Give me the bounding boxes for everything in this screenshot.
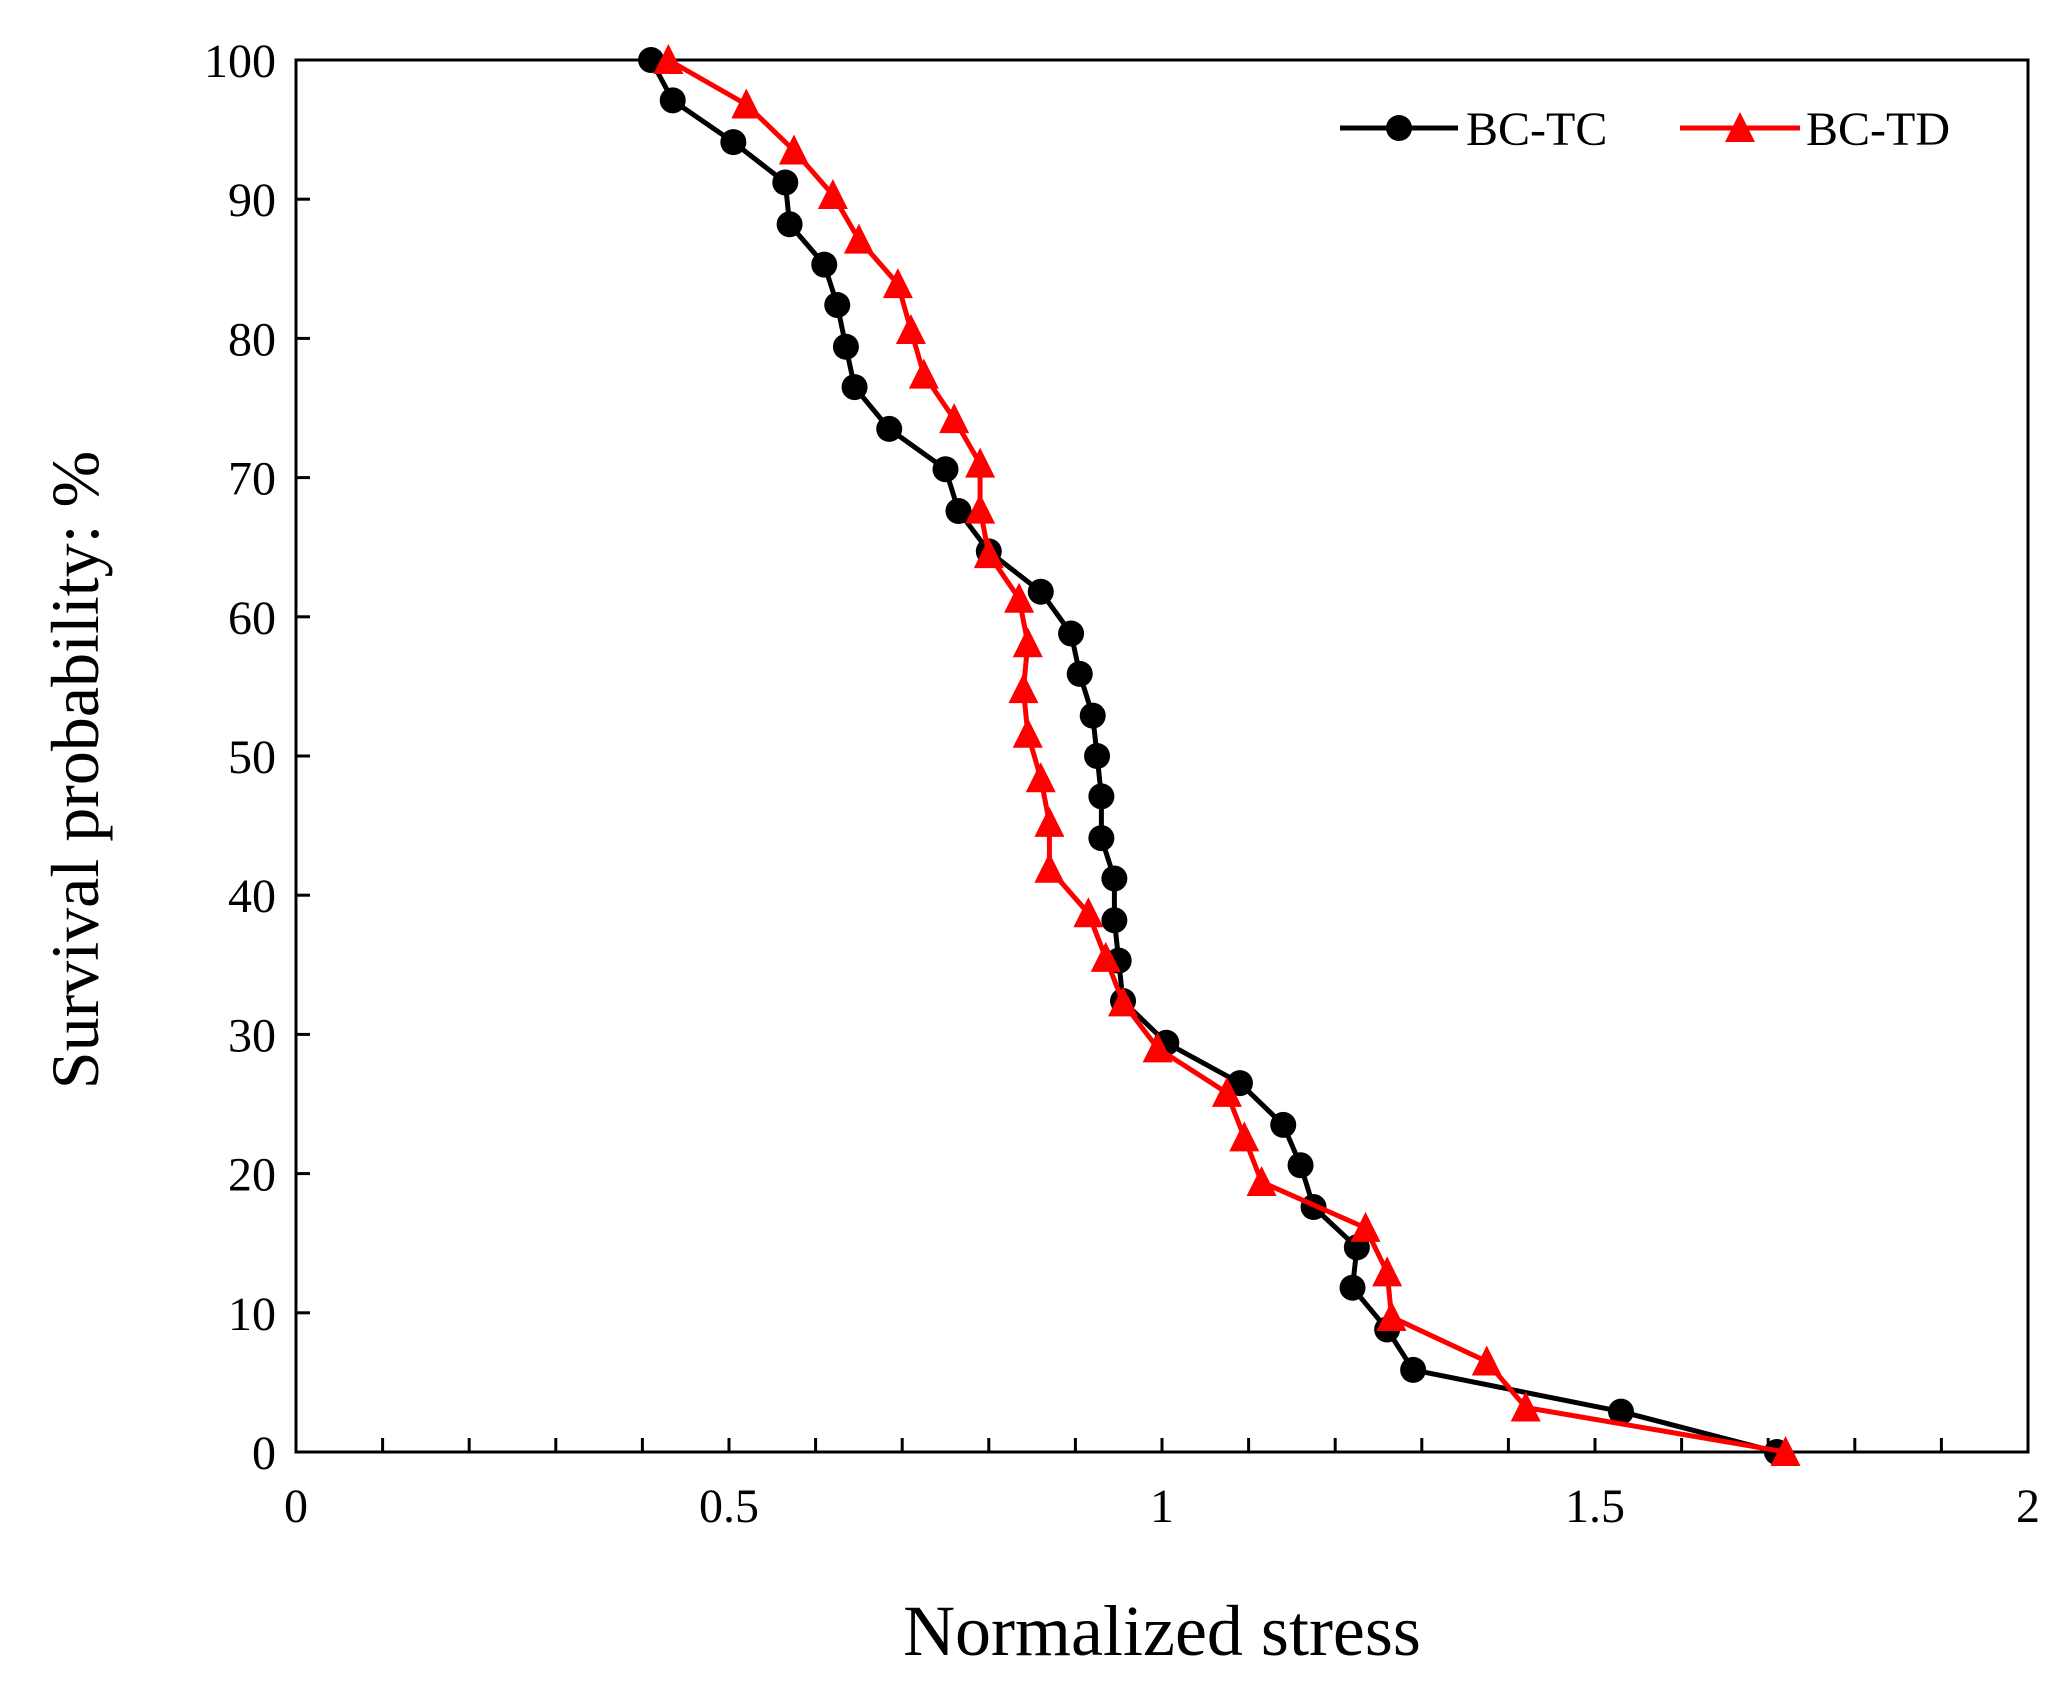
- data-point: [1376, 1300, 1407, 1331]
- x-tick-label: 0: [284, 1480, 308, 1533]
- y-tick-label: 90: [228, 174, 276, 227]
- legend-item-bc-td: BC-TD: [1680, 103, 1950, 156]
- data-point: [1034, 806, 1065, 837]
- data-point: [1004, 582, 1035, 613]
- data-point: [1229, 1121, 1260, 1152]
- data-point: [1108, 986, 1139, 1017]
- y-tick-label: 50: [228, 731, 276, 784]
- data-point: [973, 538, 1004, 569]
- x-tick-label: 1.5: [1565, 1480, 1625, 1533]
- data-point: [1770, 1436, 1801, 1466]
- series-layer: [638, 44, 1801, 1466]
- data-point: [772, 169, 799, 196]
- data-point: [1211, 1076, 1242, 1107]
- data-point: [731, 88, 762, 119]
- data-point: [895, 314, 926, 345]
- data-point: [1008, 673, 1039, 704]
- data-point: [1084, 743, 1111, 769]
- y-tick-label: 60: [228, 592, 276, 645]
- x-tick-label: 2: [2016, 1480, 2040, 1533]
- data-point: [841, 374, 868, 401]
- y-tick-label: 30: [228, 1009, 276, 1062]
- data-point: [1471, 1345, 1502, 1376]
- y-tick-label: 100: [204, 35, 276, 88]
- data-point: [1012, 627, 1043, 658]
- y-tick-label: 80: [228, 313, 276, 366]
- y-tick-label: 0: [252, 1427, 276, 1480]
- data-point: [1510, 1391, 1541, 1422]
- data-point: [945, 498, 972, 525]
- x-axis-title: Normalized stress: [903, 1591, 1421, 1671]
- data-point: [1012, 717, 1043, 748]
- y-axis-title: Survival probability: %: [37, 451, 113, 1089]
- data-point: [832, 333, 859, 360]
- data-point: [811, 251, 838, 278]
- data-point: [653, 44, 684, 74]
- data-point: [817, 179, 848, 210]
- data-point: [965, 493, 996, 524]
- data-point: [659, 87, 686, 114]
- data-point: [882, 268, 913, 299]
- legend-label: BC-TD: [1806, 103, 1950, 156]
- legend-item-bc-tc: BC-TC: [1340, 103, 1607, 156]
- data-point: [1372, 1256, 1403, 1287]
- data-point: [1400, 1356, 1427, 1383]
- legend: BC-TC BC-TD: [1340, 103, 1950, 156]
- y-tick-label: 70: [228, 453, 276, 506]
- data-point: [720, 129, 747, 156]
- x-tick-label: 0.5: [699, 1480, 759, 1533]
- data-point: [1270, 1111, 1297, 1138]
- data-point: [776, 211, 803, 238]
- data-point: [1088, 783, 1115, 810]
- data-point: [1079, 702, 1106, 729]
- data-point: [1101, 865, 1128, 892]
- series-bc-td: [653, 44, 1801, 1466]
- legend-marker: [1386, 115, 1412, 141]
- data-point: [1058, 620, 1085, 647]
- data-point: [1025, 762, 1056, 793]
- y-tick-label: 20: [228, 1149, 276, 1202]
- data-point: [1066, 660, 1093, 687]
- data-point: [824, 291, 851, 318]
- data-point: [843, 223, 874, 254]
- data-point: [1287, 1152, 1314, 1179]
- data-point: [1073, 897, 1104, 928]
- data-point: [1034, 852, 1065, 883]
- data-point: [876, 415, 903, 442]
- y-tick-label: 10: [228, 1288, 276, 1341]
- data-point: [932, 456, 959, 483]
- y-tick-label: 40: [228, 870, 276, 923]
- data-point: [778, 134, 809, 165]
- data-point: [939, 403, 970, 434]
- data-point: [965, 447, 996, 478]
- data-point: [1607, 1398, 1634, 1425]
- data-point: [1339, 1274, 1366, 1301]
- x-tick-label: 1: [1150, 1480, 1174, 1533]
- data-point: [1101, 907, 1128, 934]
- data-point: [1226, 1070, 1253, 1097]
- data-point: [908, 358, 939, 389]
- series-bc-tc: [638, 47, 1790, 1465]
- data-point: [1027, 578, 1054, 605]
- data-point: [1090, 941, 1121, 972]
- data-point: [1142, 1032, 1173, 1063]
- data-point: [1246, 1165, 1277, 1196]
- legend-marker: [1725, 112, 1755, 142]
- legend-label: BC-TC: [1466, 103, 1607, 156]
- data-point: [1088, 825, 1115, 852]
- data-point: [1350, 1211, 1381, 1242]
